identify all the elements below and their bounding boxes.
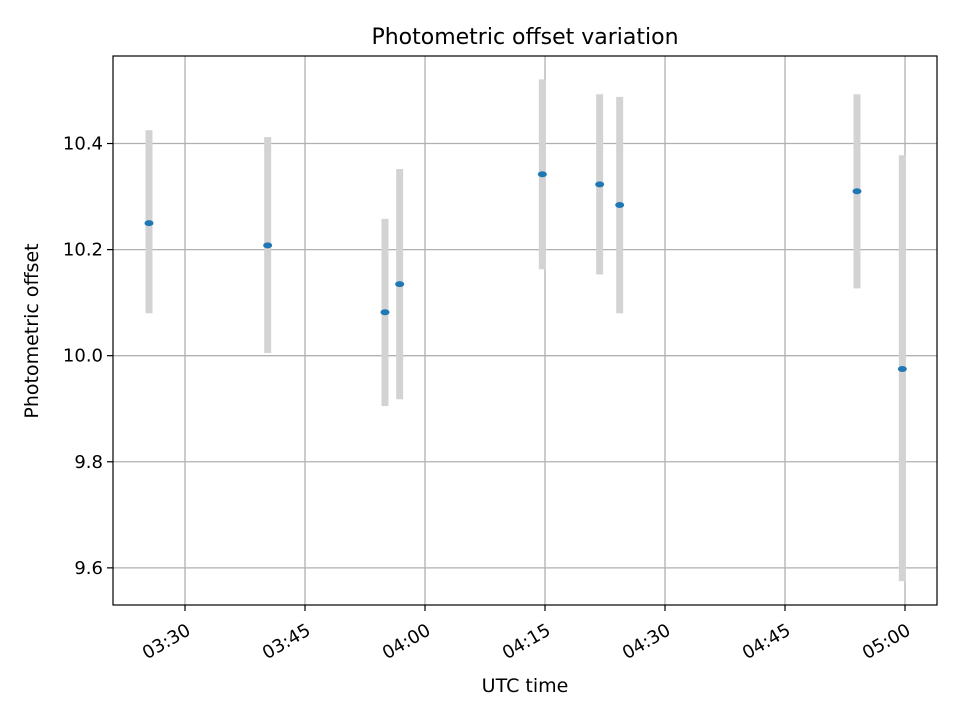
x-axis-label: UTC time [482,675,569,697]
data-point [897,365,907,372]
data-point [395,281,405,288]
y-axis-label: Photometric offset [21,243,43,418]
data-point [615,202,625,209]
data-point [595,181,605,188]
data-point [144,220,154,227]
plot-frame [112,55,938,606]
y-tick-label: 10.4 [63,134,103,155]
y-tick-label: 9.8 [74,452,103,473]
y-tick-label: 10.0 [63,346,103,367]
data-point [263,242,273,249]
grid [113,56,937,605]
y-axis-ticks: 9.6 9.8 10.0 10.2 10.4 [63,134,113,579]
y-tick-label: 9.6 [74,558,103,579]
chart-title: Photometric offset variation [371,25,678,50]
data-point [537,171,547,178]
data-point [852,188,862,195]
data-point [380,309,390,316]
data-points [144,171,907,372]
y-tick-label: 10.2 [63,240,103,261]
